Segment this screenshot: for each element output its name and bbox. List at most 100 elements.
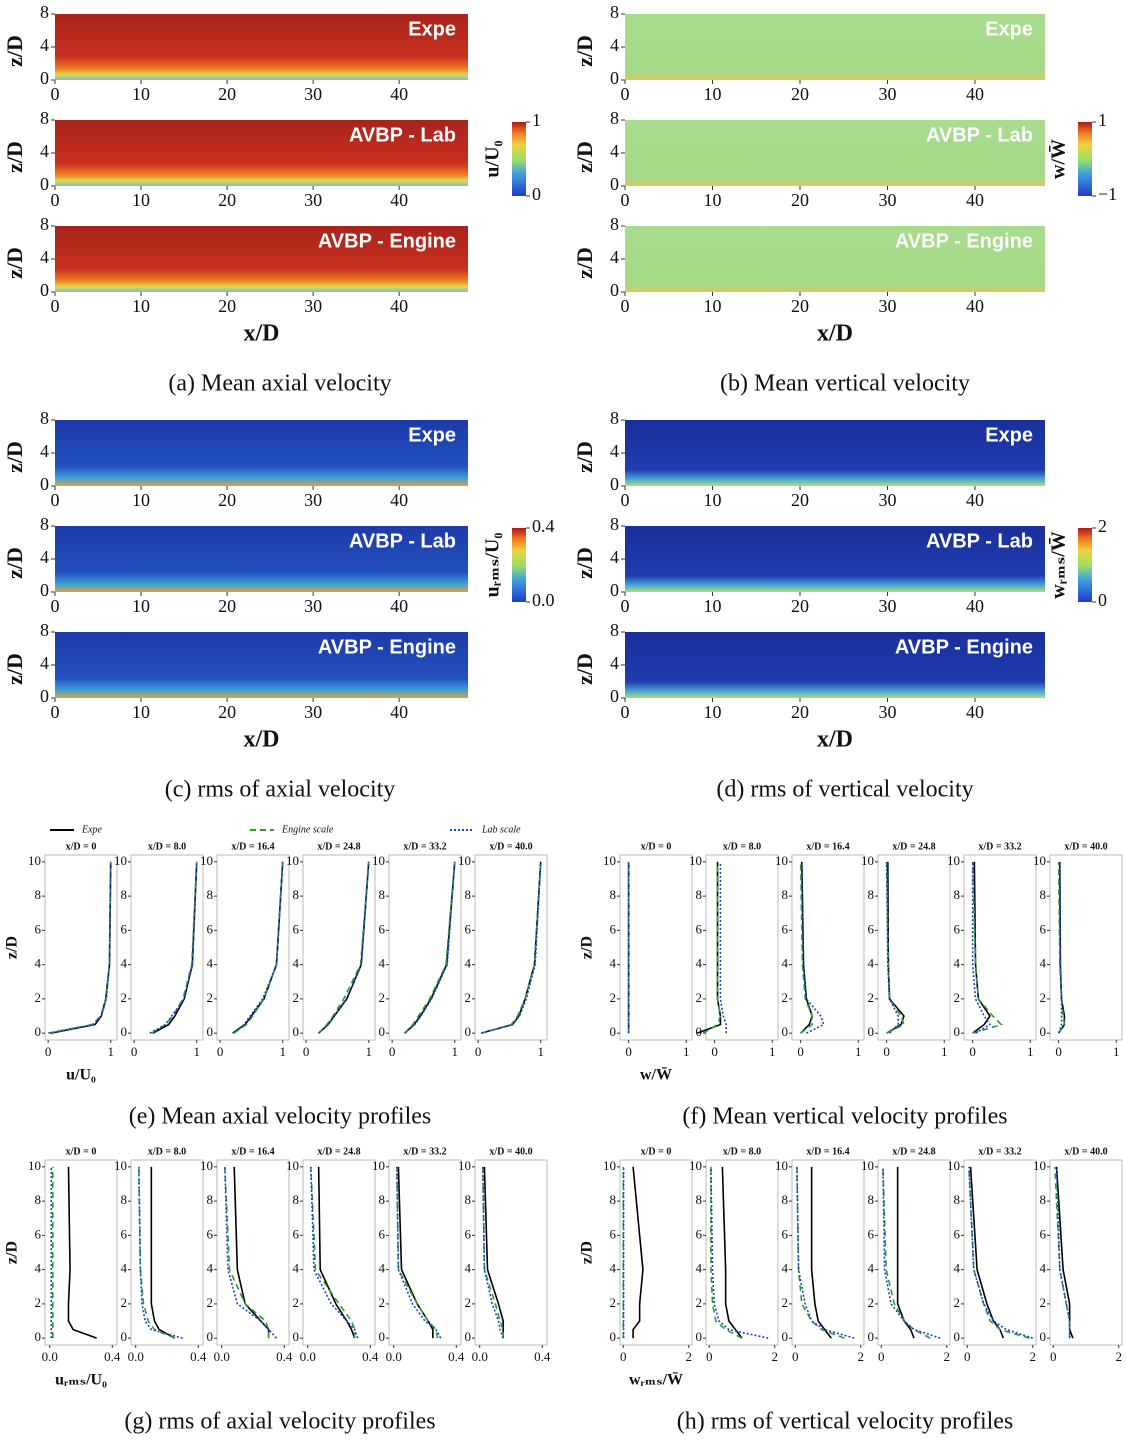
profile-line bbox=[67, 1166, 97, 1339]
subplot-title: x/D = 40.0 bbox=[489, 1146, 532, 1157]
y-tick-label: 10 bbox=[114, 853, 127, 868]
strip-label: AVBP - Lab bbox=[926, 530, 1033, 552]
profile-line bbox=[810, 1166, 832, 1339]
profile-line bbox=[1057, 861, 1066, 1034]
y-tick-label: 6 bbox=[1040, 1226, 1047, 1241]
x-tick-label: 10 bbox=[132, 596, 150, 616]
x-tick-label: 1 bbox=[1113, 1044, 1120, 1059]
profile-line bbox=[483, 1166, 504, 1339]
y-tick-label: 0 bbox=[610, 580, 619, 600]
y-tick-label: 0 bbox=[379, 1329, 386, 1344]
y-tick-label: 8 bbox=[954, 887, 961, 902]
field-map bbox=[55, 226, 468, 292]
y-tick-label: 2 bbox=[954, 990, 961, 1005]
x-tick-label: 0.4 bbox=[534, 1349, 551, 1364]
y-tick-label: 0 bbox=[610, 686, 619, 706]
profile-line bbox=[318, 861, 370, 1034]
y-tick-label: 0 bbox=[696, 1024, 703, 1039]
plot-frame bbox=[44, 1159, 118, 1346]
y-tick-label: 10 bbox=[603, 853, 616, 868]
profile-line bbox=[232, 861, 284, 1034]
y-tick-label: 4 bbox=[40, 247, 49, 267]
y-tick-label: 8 bbox=[465, 1192, 472, 1207]
subplot-title: x/D = 24.8 bbox=[892, 1146, 935, 1157]
colorbar-tick-label: 0.4 bbox=[532, 516, 555, 536]
caption: (f) Mean vertical velocity profiles bbox=[682, 1104, 1007, 1130]
x-tick-label: 30 bbox=[879, 190, 897, 210]
plot-frame bbox=[705, 1159, 779, 1346]
subplot-title: x/D = 33.2 bbox=[403, 841, 446, 852]
y-tick-label: 2 bbox=[868, 1295, 875, 1310]
y-tick-label: 6 bbox=[293, 921, 300, 936]
subplot-title: x/D = 16.4 bbox=[231, 841, 274, 852]
x-tick-label: 0 bbox=[1050, 1349, 1057, 1364]
subplot-title: x/D = 8.0 bbox=[723, 841, 761, 852]
x-tick-label: 1 bbox=[193, 1044, 200, 1059]
subplot-title: x/D = 24.8 bbox=[892, 841, 935, 852]
profile-line bbox=[151, 861, 198, 1034]
caption: (h) rms of vertical velocity profiles bbox=[677, 1409, 1014, 1435]
y-tick-label: 2 bbox=[379, 990, 386, 1005]
subplot-title: x/D = 24.8 bbox=[317, 841, 360, 852]
x-tick-label: 1 bbox=[365, 1044, 372, 1059]
profile-line bbox=[796, 1166, 845, 1339]
x-tick-label: 40 bbox=[390, 490, 408, 510]
profile-line bbox=[404, 861, 456, 1034]
plot-frame bbox=[44, 854, 118, 1041]
field-map bbox=[625, 526, 1045, 592]
y-axis-label: z/D bbox=[572, 441, 597, 473]
y-tick-label: 4 bbox=[868, 956, 875, 971]
strip-label: AVBP - Engine bbox=[318, 230, 456, 252]
profile-line bbox=[51, 861, 112, 1034]
y-tick-label: 8 bbox=[207, 887, 214, 902]
y-tick-label: 8 bbox=[696, 1192, 703, 1207]
x-tick-label: 0 bbox=[45, 1044, 52, 1059]
y-tick-label: 6 bbox=[954, 921, 961, 936]
y-tick-label: 8 bbox=[35, 1192, 42, 1207]
subplot-title: x/D = 8.0 bbox=[148, 841, 186, 852]
y-tick-label: 10 bbox=[28, 853, 41, 868]
y-axis-label: z/D bbox=[2, 441, 27, 473]
x-tick-label: 20 bbox=[218, 596, 236, 616]
x-tick-label: 10 bbox=[704, 702, 722, 722]
x-tick-label: 40 bbox=[390, 296, 408, 316]
y-tick-label: 6 bbox=[121, 921, 128, 936]
x-tick-label: 30 bbox=[304, 596, 322, 616]
y-tick-label: 10 bbox=[458, 853, 471, 868]
x-axis-label: x/D bbox=[817, 321, 853, 347]
y-axis-label: z/D bbox=[2, 653, 27, 685]
y-tick-label: 6 bbox=[954, 1226, 961, 1241]
strip-label: Expe bbox=[408, 18, 456, 40]
y-tick-label: 10 bbox=[947, 853, 960, 868]
x-tick-label: 0 bbox=[51, 596, 60, 616]
x-tick-label: 20 bbox=[218, 490, 236, 510]
x-tick-label: 10 bbox=[132, 702, 150, 722]
colorbar bbox=[1078, 528, 1092, 602]
y-tick-label: 8 bbox=[40, 408, 49, 428]
x-tick-label: 1 bbox=[279, 1044, 286, 1059]
profile-line bbox=[233, 861, 284, 1034]
y-tick-label: 0 bbox=[954, 1329, 961, 1344]
y-tick-label: 6 bbox=[35, 921, 42, 936]
y-tick-label: 10 bbox=[689, 1158, 702, 1173]
y-tick-label: 0 bbox=[40, 280, 49, 300]
plot-frame bbox=[705, 854, 779, 1041]
profile-line bbox=[404, 861, 456, 1034]
y-tick-label: 10 bbox=[1033, 1158, 1046, 1173]
plot-frame bbox=[877, 1159, 951, 1346]
y-tick-label: 4 bbox=[782, 1261, 789, 1276]
x-tick-label: 10 bbox=[132, 84, 150, 104]
y-axis-label: z/D bbox=[572, 653, 597, 685]
x-tick-label: 1 bbox=[769, 1044, 776, 1059]
field-map bbox=[625, 226, 1045, 292]
y-tick-label: 8 bbox=[379, 1192, 386, 1207]
subplot-title: x/D = 16.4 bbox=[231, 1146, 274, 1157]
y-tick-label: 4 bbox=[465, 1261, 472, 1276]
x-tick-label: 40 bbox=[390, 190, 408, 210]
x-tick-label: 0.4 bbox=[190, 1349, 207, 1364]
x-tick-label: 0 bbox=[51, 490, 60, 510]
subplot-title: x/D = 8.0 bbox=[148, 1146, 186, 1157]
y-tick-label: 2 bbox=[35, 990, 42, 1005]
y-axis-label: z/D bbox=[2, 247, 27, 279]
y-tick-label: 4 bbox=[40, 653, 49, 673]
